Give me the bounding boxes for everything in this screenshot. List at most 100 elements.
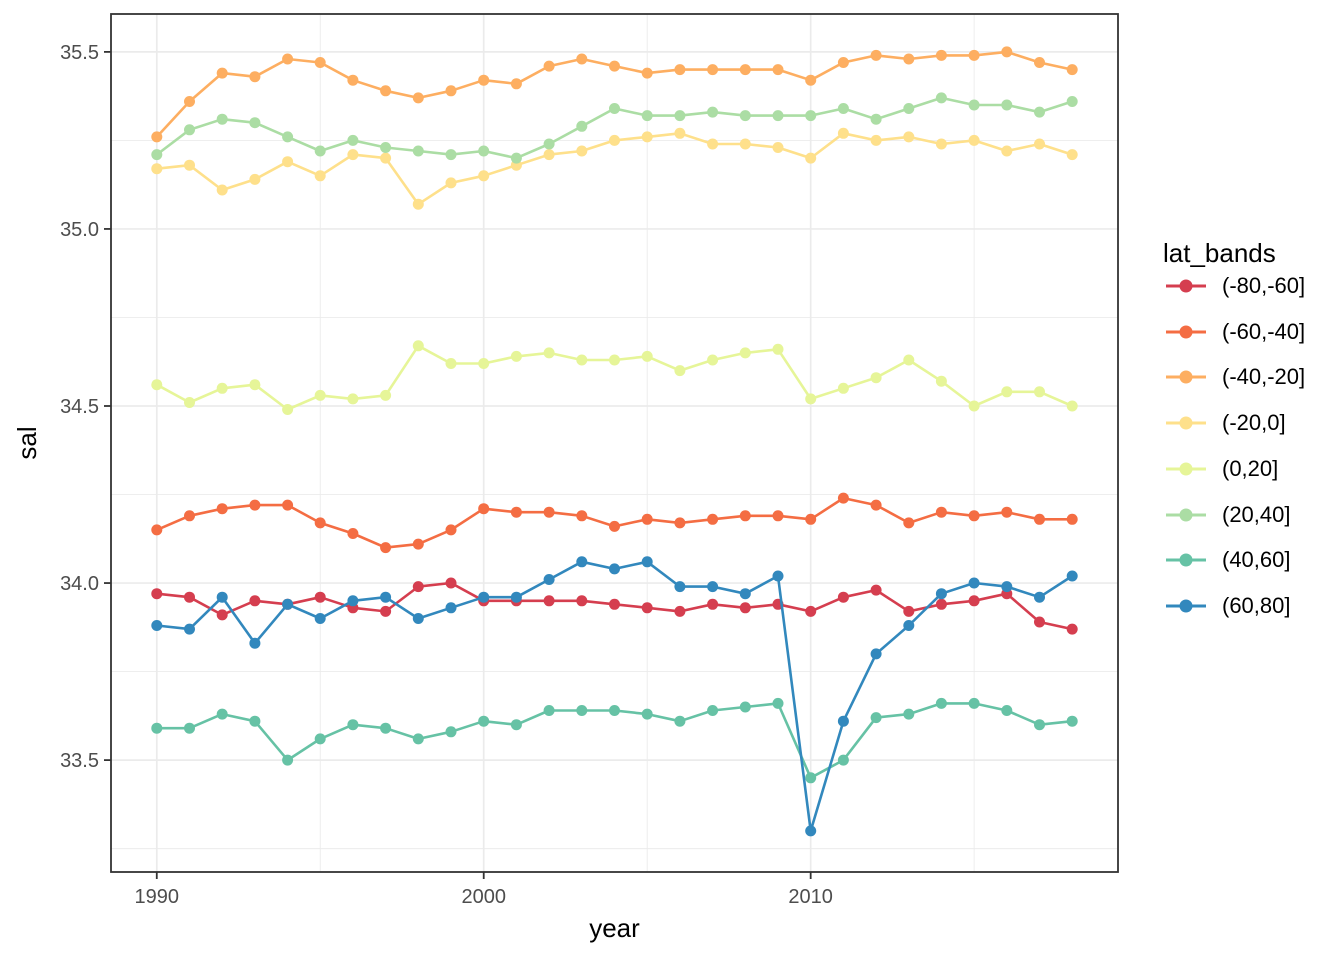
data-point-2-1997: [380, 85, 392, 97]
data-point-3-1996: [347, 149, 359, 161]
legend-item-3: (-20,0]: [1164, 401, 1286, 445]
data-point-7-2008: [739, 588, 751, 600]
data-point-6-2009: [772, 697, 784, 709]
data-point-6-2007: [707, 705, 719, 716]
data-point-7-1999: [445, 602, 457, 614]
data-point-3-2005: [641, 131, 653, 143]
data-point-5-2002: [543, 138, 555, 150]
data-point-6-1992: [216, 708, 228, 720]
data-point-0-2007: [707, 598, 719, 610]
data-point-0-2005: [641, 602, 653, 614]
data-point-2-2017: [1034, 57, 1045, 68]
data-point-0-1993: [249, 595, 261, 607]
data-point-1-2017: [1034, 513, 1045, 525]
data-point-0-2018: [1066, 623, 1078, 635]
data-point-4-1992: [216, 382, 228, 394]
data-point-1-2001: [510, 506, 522, 518]
data-point-7-2018: [1066, 570, 1078, 582]
data-point-2-1998: [412, 92, 424, 104]
data-point-4-2006: [674, 365, 686, 377]
data-point-0-1999: [445, 577, 457, 589]
data-point-4-2010: [805, 393, 817, 405]
legend-key-icon: [1166, 462, 1206, 476]
legend-key-icon: [1166, 508, 1206, 521]
data-point-5-2016: [1001, 99, 1013, 111]
data-point-1-1999: [445, 524, 457, 536]
data-point-2-2002: [543, 60, 555, 72]
data-point-6-2012: [870, 712, 882, 724]
data-point-3-1998: [412, 198, 424, 210]
data-point-3-1994: [282, 156, 294, 168]
data-point-4-2007: [707, 354, 719, 366]
data-point-2-2015: [968, 49, 980, 61]
legend-item-5: (20,40]: [1164, 493, 1291, 537]
data-point-4-2003: [576, 354, 588, 366]
data-point-0-2015: [968, 595, 980, 607]
data-point-2-2018: [1066, 64, 1078, 76]
data-point-6-1993: [249, 715, 261, 727]
y-tick-label: 34.0: [60, 573, 99, 595]
y-tick-label: 35.5: [60, 42, 99, 64]
data-point-3-2004: [609, 134, 620, 146]
legend-item-label: (-80,-60]: [1222, 273, 1306, 298]
data-point-2-2010: [805, 74, 817, 86]
data-point-7-2010: [805, 825, 817, 837]
data-point-6-1994: [282, 754, 294, 766]
data-point-7-2013: [903, 620, 915, 631]
data-point-6-2011: [837, 754, 849, 766]
data-point-7-1990: [151, 620, 163, 631]
data-point-1-1990: [151, 524, 163, 536]
data-point-7-1992: [216, 591, 228, 603]
data-point-0-1997: [380, 605, 392, 617]
data-point-2-1996: [347, 74, 359, 86]
data-point-6-2002: [543, 705, 555, 716]
data-point-1-2006: [674, 517, 686, 529]
data-point-4-2017: [1034, 386, 1045, 398]
data-point-5-2013: [903, 103, 915, 114]
legend-item-label: (20,40]: [1222, 501, 1291, 527]
data-point-4-2005: [641, 350, 653, 362]
data-point-7-2000: [478, 591, 490, 603]
data-point-6-2017: [1034, 719, 1045, 731]
legend-item-0: (-80,-60]: [1164, 264, 1305, 308]
data-point-6-1999: [445, 726, 457, 738]
data-point-4-1995: [314, 389, 326, 401]
legend-item-label: (-20,0]: [1222, 410, 1286, 436]
data-point-7-1995: [314, 613, 326, 624]
data-point-1-2004: [609, 520, 620, 532]
data-point-5-2010: [805, 110, 817, 122]
y-tick-label: 33.5: [60, 750, 99, 772]
data-point-2-2009: [772, 64, 784, 76]
data-point-2-2007: [707, 64, 719, 76]
data-point-3-2008: [739, 138, 751, 150]
data-point-7-1997: [380, 591, 392, 603]
data-point-1-2009: [772, 510, 784, 522]
data-point-5-2001: [510, 152, 522, 164]
data-point-6-1998: [412, 733, 424, 745]
data-point-7-1998: [412, 613, 424, 624]
data-point-3-2010: [805, 152, 817, 164]
data-point-4-2000: [478, 358, 490, 369]
data-point-2-2008: [739, 64, 751, 76]
data-point-1-2018: [1066, 513, 1078, 525]
data-point-7-2016: [1001, 581, 1013, 593]
data-point-5-2014: [935, 92, 947, 104]
data-point-2-2004: [609, 60, 620, 72]
data-point-2-2005: [641, 67, 653, 79]
legend-key-icon: [1166, 553, 1206, 567]
data-point-4-2015: [968, 400, 980, 412]
data-point-7-2009: [772, 570, 784, 582]
data-point-0-1991: [184, 591, 195, 603]
data-point-3-2000: [478, 170, 490, 182]
data-point-1-2010: [805, 513, 817, 525]
data-point-6-2004: [609, 705, 620, 716]
data-point-1-2000: [478, 503, 490, 515]
data-point-0-2003: [576, 595, 588, 607]
legend-key-icon: [1166, 325, 1206, 339]
data-point-4-2014: [935, 375, 947, 387]
data-point-1-2005: [641, 513, 653, 525]
data-point-4-2004: [609, 354, 620, 366]
legend-item-label: (-40,-20]: [1222, 364, 1306, 390]
data-point-5-1997: [380, 142, 392, 153]
